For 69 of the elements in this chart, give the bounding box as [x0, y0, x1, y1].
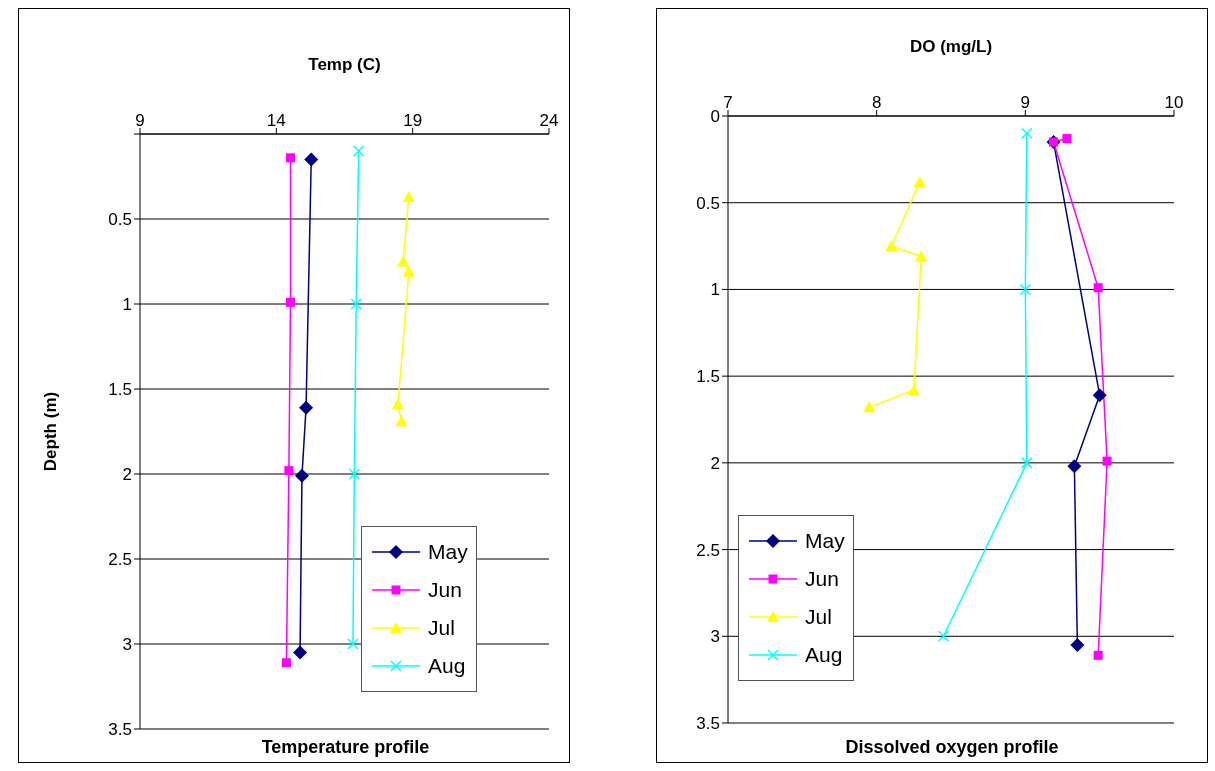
legend-label: Jun — [805, 567, 839, 591]
legend-label: Aug — [805, 643, 843, 667]
y-tick-label: 3.5 — [696, 714, 720, 734]
y-tick-label: 2 — [122, 465, 132, 485]
text: Dissolved oxygen profile — [844, 737, 1060, 758]
point — [907, 384, 920, 396]
point — [286, 297, 296, 307]
x-tick-label: 7 — [723, 93, 733, 112]
point — [294, 468, 309, 483]
point — [347, 638, 359, 650]
point — [1102, 456, 1112, 466]
legend-label: Jul — [805, 605, 832, 629]
y-tick-label: 3 — [710, 627, 720, 647]
point — [350, 298, 362, 310]
point — [1019, 283, 1032, 296]
point — [402, 265, 415, 277]
point — [304, 152, 319, 167]
point — [1070, 637, 1085, 652]
y-tick-label: 0.5 — [108, 210, 132, 230]
point — [913, 175, 926, 187]
x-tick-label: 14 — [266, 111, 286, 130]
y-tick-label: 0 — [710, 107, 720, 127]
point — [1062, 134, 1072, 144]
point — [863, 401, 876, 413]
legend-label: Jul — [428, 616, 455, 640]
point — [1092, 388, 1107, 403]
point — [1093, 283, 1103, 293]
legend-label: Aug — [428, 654, 466, 678]
y-tick-label: 3 — [122, 635, 132, 655]
x-tick-label: 9 — [1020, 93, 1031, 112]
y-tick-label: 1.5 — [108, 380, 132, 400]
y-axis-title: Depth (m) — [41, 391, 61, 472]
y-tick-label: 2 — [710, 453, 720, 473]
point — [1021, 127, 1033, 140]
y-tick-label: 3.5 — [108, 720, 132, 740]
x-axis-title: DO (mg/L) — [909, 37, 993, 56]
point — [1021, 457, 1033, 469]
point — [348, 468, 361, 480]
point — [286, 153, 296, 163]
point — [1093, 650, 1103, 660]
point — [352, 145, 365, 157]
point — [1067, 459, 1082, 474]
y-tick-label: 1 — [710, 280, 720, 300]
x-tick-label: 19 — [403, 111, 423, 130]
y-tick-label: 1.5 — [696, 367, 720, 387]
x-tick-label: 24 — [539, 111, 559, 130]
legend-label: May — [428, 540, 468, 564]
text: Temperature profile — [260, 737, 431, 758]
point — [284, 466, 294, 476]
y-tick-label: 0.5 — [696, 193, 720, 213]
point — [299, 400, 314, 415]
x-tick-label: 10 — [1164, 93, 1184, 112]
y-tick-label: 2.5 — [696, 540, 720, 560]
point — [281, 658, 291, 668]
point — [395, 415, 408, 427]
y-tick-label: 1 — [122, 295, 132, 315]
point — [402, 190, 415, 202]
point — [937, 630, 950, 643]
point — [397, 255, 410, 267]
y-tick-label: 2.5 — [108, 550, 132, 570]
x-tick-label: 9 — [135, 111, 145, 130]
x-tick-label: 8 — [871, 93, 882, 112]
point — [915, 250, 928, 262]
point — [293, 645, 308, 660]
legend-label: May — [805, 529, 845, 553]
point — [885, 240, 898, 252]
x-axis-title: Temp (C) — [308, 55, 381, 74]
point — [391, 398, 404, 410]
legend-label: Jun — [428, 578, 462, 602]
